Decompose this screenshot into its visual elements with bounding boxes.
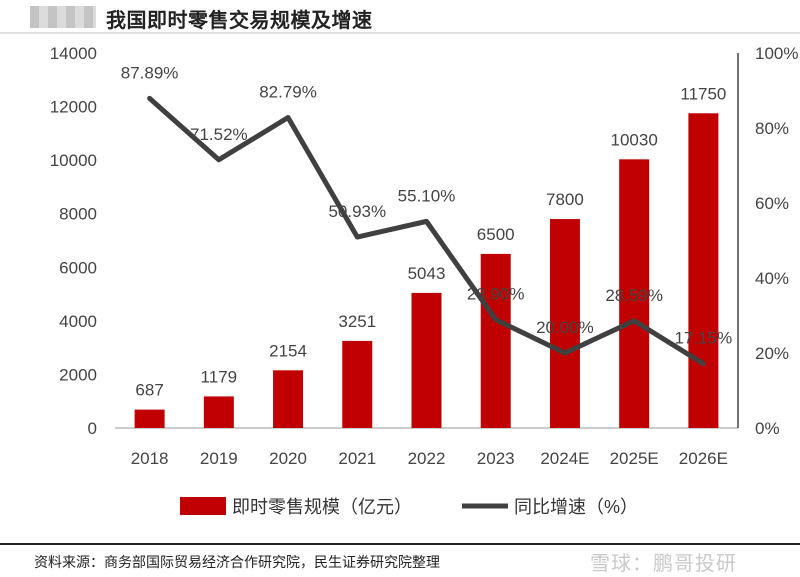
- bar: [342, 340, 373, 428]
- chart-axes: 0 2000 4000 6000 8000 10000 12000 14000 0% 20% 40%…: [50, 44, 799, 468]
- growth-line: [147, 95, 706, 367]
- legend-label-line: 同比增速（%）: [514, 497, 638, 517]
- bar-value-label: 10030: [611, 130, 658, 149]
- bar: [688, 113, 719, 429]
- bar: [273, 370, 304, 428]
- x-tick-label: 2019: [200, 449, 238, 468]
- bar-value-label: 687: [135, 381, 163, 400]
- left-tick-label: 0: [88, 419, 97, 438]
- source-note: 资料来源：商务部国际贸易经济合作研究院，民生证券研究院整理: [34, 555, 440, 571]
- x-tick-label: 2022: [408, 449, 446, 468]
- legend-swatch-bar: [180, 497, 226, 515]
- bar-value-label: 6500: [477, 225, 515, 244]
- right-tick-label: 60%: [755, 194, 789, 213]
- title-bar: 我国即时零售交易规模及增速: [0, 0, 800, 34]
- bar-value-label: 11750: [680, 84, 726, 103]
- line-value-label: 28.59%: [605, 286, 663, 305]
- x-tick-label: 2026E: [679, 449, 728, 468]
- legend-label-bar: 即时零售规模（亿元）: [232, 497, 412, 517]
- line-value-label: 20.00%: [536, 318, 594, 337]
- line-value-label: 71.52%: [190, 125, 248, 144]
- right-tick-label: 0%: [755, 419, 780, 438]
- bar: [134, 409, 165, 428]
- x-tick-label: 2023: [477, 449, 515, 468]
- title-divider: [0, 32, 800, 34]
- x-tick-label: 2018: [131, 449, 169, 468]
- chart-legend: 即时零售规模（亿元） 同比增速（%）: [180, 497, 638, 517]
- bar: [549, 219, 580, 428]
- bar-value-label: 2154: [269, 341, 307, 360]
- footer-divider: [0, 543, 800, 545]
- chart-title: 我国即时零售交易规模及增速: [106, 8, 373, 32]
- x-tick-label: 2025E: [610, 449, 659, 468]
- x-tick-label: 2020: [269, 449, 307, 468]
- right-tick-label: 40%: [755, 269, 789, 288]
- left-tick-label: 10000: [50, 151, 97, 170]
- right-tick-label: 80%: [755, 119, 789, 138]
- line-value-label: 55.10%: [398, 186, 456, 205]
- line-value-label: 17.15%: [675, 329, 733, 348]
- blurred-logo-icon: [30, 6, 96, 28]
- left-tick-label: 2000: [59, 365, 97, 384]
- bar: [480, 253, 511, 428]
- bar: [411, 292, 442, 428]
- bar-value-label: 3251: [338, 312, 376, 331]
- combo-chart: 0 2000 4000 6000 8000 10000 12000 14000 0% 20% 40%…: [50, 44, 799, 517]
- x-tick-label: 2021: [338, 449, 376, 468]
- left-tick-label: 4000: [59, 312, 97, 331]
- bar-value-label: 7800: [546, 190, 584, 209]
- data-labels: 687 1179 2154 3251 5043 6500 7800 10030 11750 87.…: [121, 63, 732, 399]
- bar-value-label: 5043: [408, 264, 446, 283]
- right-tick-label: 100%: [755, 44, 798, 63]
- x-tick-label: 2024E: [540, 449, 589, 468]
- bar-value-label: 1179: [201, 367, 238, 386]
- line-series: [147, 95, 706, 367]
- left-tick-label: 8000: [59, 205, 97, 224]
- bar-series: [134, 113, 719, 429]
- left-tick-label: 12000: [50, 98, 97, 117]
- line-value-label: 82.79%: [259, 83, 317, 102]
- left-tick-label: 6000: [59, 258, 97, 277]
- right-tick-label: 20%: [755, 344, 789, 363]
- watermark-text: 雪球：鹏哥投研: [590, 551, 737, 575]
- line-value-label: 50.93%: [328, 202, 386, 221]
- bar: [203, 396, 234, 428]
- bar: [619, 159, 650, 428]
- line-value-label: 87.89%: [121, 63, 179, 82]
- left-tick-label: 14000: [50, 44, 97, 63]
- line-value-label: 28.90%: [467, 285, 525, 304]
